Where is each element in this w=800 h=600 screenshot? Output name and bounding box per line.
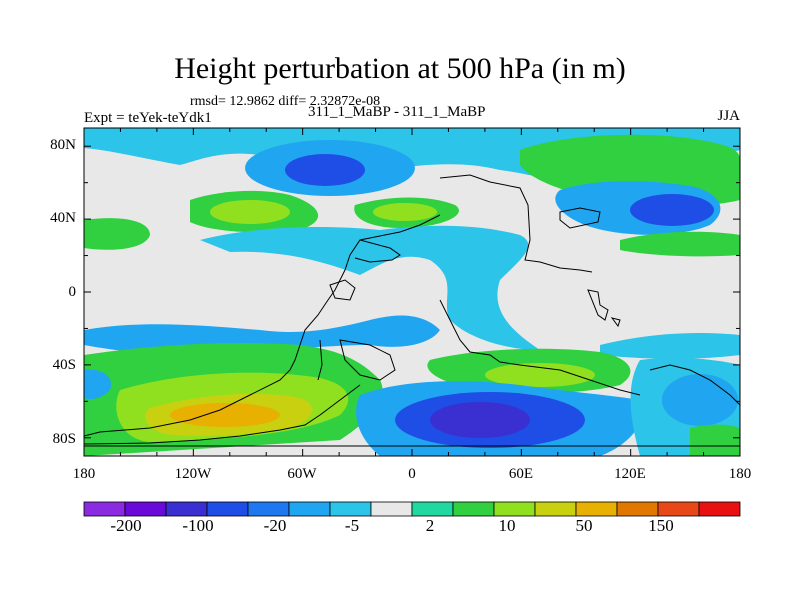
experiment-label: Expt = teYek-teYdk1: [84, 110, 212, 126]
colorbar-label: -100: [182, 516, 214, 535]
coastline: [354, 239, 401, 263]
contour-region: [662, 374, 738, 426]
axis-ticks: [83, 128, 741, 456]
colorbar-label: 50: [575, 516, 593, 535]
contour-region: [200, 225, 540, 350]
y-tick-label: 80N: [50, 137, 76, 153]
colorbar-box: [698, 501, 741, 517]
colorbar-box: [657, 501, 700, 517]
x-tick-label: 180: [72, 466, 96, 482]
x-tick-label: 120E: [614, 466, 646, 482]
runs-label: 311_1_MaBP - 311_1_MaBP: [308, 104, 486, 120]
colorbar-label: -200: [110, 516, 142, 535]
page-title: Height perturbation at 500 hPa (in m): [174, 52, 626, 85]
coastline: [649, 364, 740, 406]
contour-region: [430, 402, 530, 438]
y-tick-label: 80S: [52, 431, 76, 447]
colorbar-label: -5: [344, 516, 360, 535]
x-tick-label: 60W: [287, 466, 317, 482]
contour-region: [170, 403, 280, 427]
colorbar-label: 2: [425, 516, 435, 535]
x-tick-label: 180: [728, 466, 752, 482]
colorbar-box: [329, 501, 372, 517]
colorbar-box: [534, 501, 577, 517]
season-label: JJA: [717, 108, 740, 124]
colorbar: [83, 501, 741, 517]
contour-region: [373, 203, 437, 221]
colorbar-label: 10: [498, 516, 516, 535]
x-tick-label: 120W: [174, 466, 212, 482]
colorbar-label: 150: [648, 516, 674, 535]
coastline: [439, 174, 601, 273]
contour-region: [285, 154, 365, 186]
coastline: [439, 299, 641, 396]
colorbar-box: [493, 501, 536, 517]
x-tick-label: 0: [408, 466, 416, 482]
x-tick-label: 60E: [508, 466, 534, 482]
coastline: [84, 214, 441, 437]
contour-region: [84, 369, 111, 400]
contour-region: [690, 424, 740, 456]
y-tick-label: 40N: [50, 210, 76, 226]
colorbar-box: [616, 501, 659, 517]
y-tick-label: 40S: [52, 357, 76, 373]
contour-region: [84, 218, 150, 250]
colorbar-box: [165, 501, 208, 517]
contour-region: [210, 200, 290, 224]
coastline: [587, 289, 621, 328]
contour-region: [485, 363, 595, 387]
contour-field: [84, 128, 740, 456]
colorbar-box: [288, 501, 331, 517]
colorbar-box: [411, 501, 454, 517]
y-tick-label: 0: [68, 284, 77, 300]
rmsd-diff-text: rmsd= 12.9862 diff= 2.32872e-08: [190, 94, 381, 109]
contour-region: [630, 194, 714, 226]
colorbar-box: [206, 501, 249, 517]
coastline: [339, 339, 396, 381]
colorbar-box: [370, 501, 413, 517]
coastline: [84, 339, 361, 445]
colorbar-box: [575, 501, 618, 517]
colorbar-box: [83, 501, 126, 517]
colorbar-box: [247, 501, 290, 517]
contour-region: [600, 333, 740, 359]
contour-region: [620, 231, 740, 257]
coastline: [329, 279, 356, 301]
colorbar-label: -20: [263, 516, 287, 535]
colorbar-box: [452, 501, 495, 517]
colorbar-box: [124, 501, 167, 517]
